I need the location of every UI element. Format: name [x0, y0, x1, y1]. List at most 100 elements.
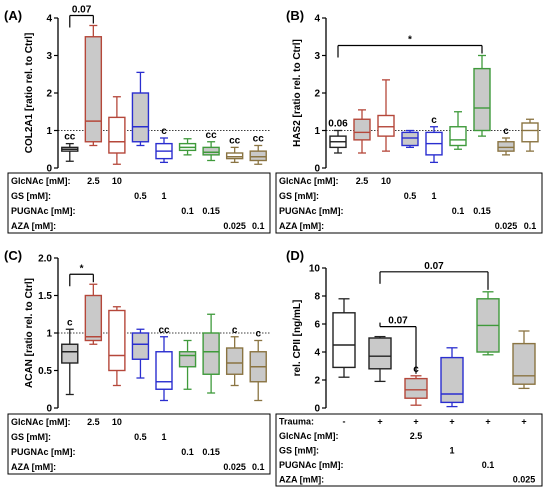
- box-plot: [440, 347, 464, 408]
- table-row-label: GS [mM]:: [279, 446, 319, 456]
- table-cell: 1: [449, 446, 454, 456]
- significance-bracket: 0.07: [379, 261, 489, 290]
- box-plot: [401, 129, 419, 149]
- box-iqr: [353, 118, 371, 141]
- box-iqr: [512, 342, 536, 385]
- table-cell: 0.5: [404, 191, 417, 201]
- box-plot: c: [497, 126, 515, 156]
- table-cell: 0.15: [202, 206, 220, 216]
- significance-label: cc: [206, 130, 218, 141]
- table-cell: 0.1: [452, 206, 465, 216]
- significance-label: c: [255, 329, 261, 340]
- table-cell: 0.1: [524, 221, 537, 231]
- panel-label-d: (D): [286, 248, 304, 263]
- table-cell: 1: [161, 191, 166, 201]
- y-tick-label: 3: [314, 51, 320, 62]
- table-cell: 0.15: [473, 206, 491, 216]
- table-row-label: AZA [mM]:: [11, 462, 56, 472]
- box-iqr: [108, 309, 126, 372]
- box-plot: cc: [61, 132, 79, 162]
- bracket-label: *: [80, 263, 84, 274]
- y-tick-label: 0.5: [38, 366, 52, 377]
- table-cell: 10: [112, 176, 122, 186]
- box-iqr: [84, 294, 103, 342]
- box-plot: c: [425, 115, 443, 164]
- y-tick-label: 4: [314, 348, 320, 359]
- y-tick-label: 1: [46, 329, 52, 340]
- table-row-label: GS [mM]:: [11, 191, 51, 201]
- y-axis-label: HAS2 [ratio rel. to Ctrl]: [292, 39, 303, 147]
- box-plot: [178, 138, 197, 156]
- treatment-table: Trauma: - + + + + + GlcNAc [mM]: 2.5 GS [mM]: 1 PUG…: [275, 413, 543, 487]
- table-cell: 2.5: [356, 176, 369, 186]
- box-plot: [108, 306, 126, 387]
- box-iqr: [61, 343, 79, 364]
- table-row-label: GS [mM]:: [279, 191, 319, 201]
- significance-label: c: [503, 126, 509, 137]
- y-tick-label: 0: [46, 404, 52, 415]
- y-tick-label: 2: [314, 376, 320, 387]
- table-cell: 0.025: [223, 221, 246, 231]
- box-plot: c: [61, 317, 79, 396]
- table-cell: 0.5: [134, 191, 147, 201]
- table-row-label: GlcNAc [mM]:: [279, 431, 339, 441]
- table-border: [275, 413, 543, 487]
- box-plot: [131, 71, 150, 147]
- box-plot: [332, 298, 356, 378]
- box-iqr: [368, 337, 392, 370]
- y-tick-label: 1.5: [38, 291, 52, 302]
- box-plot: c: [225, 325, 244, 387]
- box-plot: c: [155, 126, 173, 164]
- box-iqr: [225, 347, 244, 375]
- table-cell: 0.1: [181, 447, 194, 457]
- significance-label: 0.06: [328, 119, 348, 130]
- box-iqr: [377, 114, 395, 137]
- treatment-table: GlcNAc [mM]: 2.5 10 GS [mM]: 0.5 1 PUGNAc [mM]…: [7, 172, 271, 234]
- box-plot: [377, 79, 395, 152]
- y-tick-label: 2: [314, 89, 320, 100]
- table-row-label: GlcNAc [mM]:: [11, 176, 71, 186]
- table-cell: +: [485, 417, 490, 427]
- box-iqr: [404, 377, 428, 399]
- significance-label: c: [431, 115, 437, 126]
- table-cell: 0.1: [252, 221, 265, 231]
- table-border: [275, 172, 543, 234]
- y-tick-label: 0: [314, 404, 320, 415]
- table-row-label: AZA [mM]:: [279, 474, 324, 484]
- table-cell: 0.025: [495, 221, 518, 231]
- table-cell: 10: [112, 417, 122, 427]
- table-cell: +: [449, 417, 454, 427]
- box-iqr: [225, 152, 244, 160]
- panel-label-a: (A): [4, 8, 22, 23]
- box-iqr: [473, 67, 491, 132]
- significance-label: cc: [64, 132, 76, 143]
- table-cell: 0.025: [513, 474, 536, 484]
- box-plot: [84, 283, 103, 345]
- y-tick-label: 4: [314, 14, 320, 25]
- box-iqr: [521, 122, 539, 143]
- box-plot: [353, 109, 371, 154]
- panel-label-c: (C): [4, 248, 22, 263]
- table-row-label: AZA [mM]:: [11, 221, 56, 231]
- table-cell: +: [521, 417, 526, 427]
- table-row-label: GS [mM]:: [11, 432, 51, 442]
- box-iqr: [401, 131, 419, 147]
- box-plot: [521, 118, 539, 152]
- box-iqr: [84, 36, 103, 143]
- significance-label: c: [161, 126, 167, 137]
- table-cell: 0.1: [181, 206, 194, 216]
- y-tick-label: 1: [314, 126, 320, 137]
- y-tick-label: 6: [314, 320, 320, 331]
- box-iqr: [249, 150, 267, 162]
- y-tick-label: 8: [314, 292, 320, 303]
- panel-label-b: (B): [286, 8, 304, 23]
- significance-label: cc: [229, 135, 241, 146]
- significance-label: c: [232, 325, 238, 336]
- table-row-label: PUGNAc [mM]:: [11, 447, 76, 457]
- box-plot: [84, 24, 103, 147]
- box-plot: [131, 328, 150, 379]
- y-tick-label: 0: [46, 164, 52, 175]
- y-tick-label: 4: [46, 14, 52, 25]
- box-plot: [368, 335, 392, 383]
